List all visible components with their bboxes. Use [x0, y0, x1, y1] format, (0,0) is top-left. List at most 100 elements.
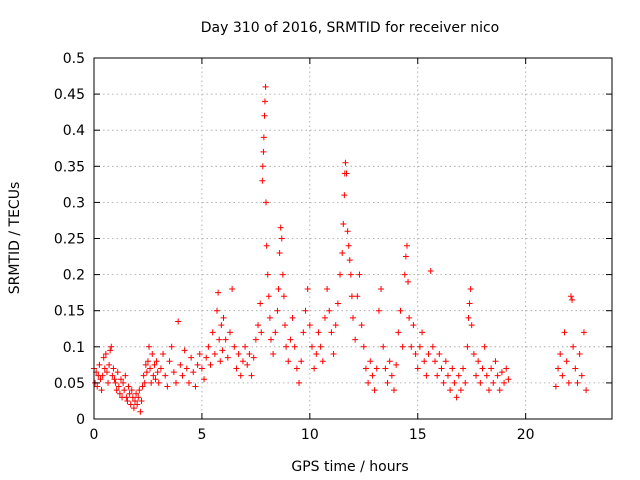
data-point: [183, 365, 190, 372]
data-point: [162, 372, 169, 379]
data-point: [565, 379, 572, 386]
data-point: [429, 343, 436, 350]
data-point: [488, 365, 495, 372]
x-axis: 0 5 10 15 20: [90, 58, 535, 443]
data-point: [485, 387, 492, 394]
y-tick-label: 0.15: [54, 304, 85, 320]
y-tick-label: 0.25: [54, 232, 85, 248]
data-point: [263, 199, 270, 206]
data-point: [580, 329, 587, 336]
y-tick-label: 0.05: [54, 376, 85, 392]
data-point: [244, 361, 251, 368]
data-point: [122, 372, 129, 379]
data-point: [109, 372, 116, 379]
data-point: [113, 387, 120, 394]
data-point: [505, 376, 512, 383]
data-point: [360, 343, 367, 350]
data-point: [570, 343, 577, 350]
data-point: [479, 365, 486, 372]
data-point: [105, 379, 112, 386]
data-point: [552, 383, 559, 390]
data-point: [155, 379, 162, 386]
data-point: [246, 351, 253, 358]
data-point: [401, 271, 408, 278]
data-point: [102, 351, 109, 358]
data-point: [451, 379, 458, 386]
data-point: [226, 329, 233, 336]
data-point: [275, 286, 282, 293]
data-point: [399, 343, 406, 350]
data-point: [250, 354, 257, 361]
data-point: [258, 329, 265, 336]
data-point: [266, 314, 273, 321]
data-point: [259, 163, 266, 170]
data-point: [117, 376, 124, 383]
data-point: [332, 322, 339, 329]
data-point: [114, 369, 121, 376]
data-point: [298, 358, 305, 365]
data-point: [563, 358, 570, 365]
data-point: [112, 379, 119, 386]
data-point: [263, 242, 270, 249]
y-tick-label: 0.4: [63, 123, 85, 139]
data-point: [561, 329, 568, 336]
data-point: [464, 343, 471, 350]
data-point: [468, 322, 475, 329]
x-tick-label: 15: [409, 427, 427, 443]
data-point: [194, 361, 201, 368]
data-point: [483, 372, 490, 379]
data-point: [277, 224, 284, 231]
data-point: [347, 271, 354, 278]
data-point: [147, 365, 154, 372]
data-point: [106, 361, 113, 368]
data-point: [457, 387, 464, 394]
data-point: [300, 329, 307, 336]
data-point: [140, 372, 147, 379]
data-point: [466, 300, 473, 307]
data-point: [405, 278, 412, 285]
data-point: [270, 351, 277, 358]
y-tick-label: 0.45: [54, 87, 85, 103]
data-point: [166, 358, 173, 365]
data-point: [139, 383, 146, 390]
data-point: [319, 358, 326, 365]
data-point: [190, 369, 197, 376]
data-point: [492, 358, 499, 365]
data-point: [110, 365, 117, 372]
data-point: [164, 383, 171, 390]
data-point: [98, 387, 105, 394]
data-point: [447, 387, 454, 394]
chart-title: Day 310 of 2016, SRMTID for receiver nic…: [201, 20, 499, 36]
data-point: [434, 372, 441, 379]
x-axis-label: GPS time / hours: [291, 459, 408, 475]
data-point: [151, 361, 158, 368]
data-point: [101, 365, 108, 372]
data-point: [107, 347, 114, 354]
data-point: [185, 379, 192, 386]
data-point: [356, 271, 363, 278]
y-axis-label: SRMTID / TECUs: [7, 182, 23, 295]
data-point: [395, 329, 402, 336]
data-point: [432, 358, 439, 365]
data-point: [100, 354, 107, 361]
data-point: [369, 372, 376, 379]
data-point: [358, 322, 365, 329]
data-point: [125, 383, 132, 390]
data-point: [196, 351, 203, 358]
data-point: [229, 286, 236, 293]
data-point: [94, 383, 101, 390]
data-point: [123, 394, 130, 401]
data-point: [179, 372, 186, 379]
data-point: [416, 343, 423, 350]
data-point: [260, 134, 267, 141]
data-point: [129, 394, 136, 401]
data-point: [128, 387, 135, 394]
data-point: [237, 372, 244, 379]
data-point: [334, 300, 341, 307]
data-point: [362, 365, 369, 372]
data-point: [382, 365, 389, 372]
data-point: [403, 242, 410, 249]
data-point: [152, 376, 159, 383]
data-point: [343, 170, 350, 177]
data-point: [455, 372, 462, 379]
